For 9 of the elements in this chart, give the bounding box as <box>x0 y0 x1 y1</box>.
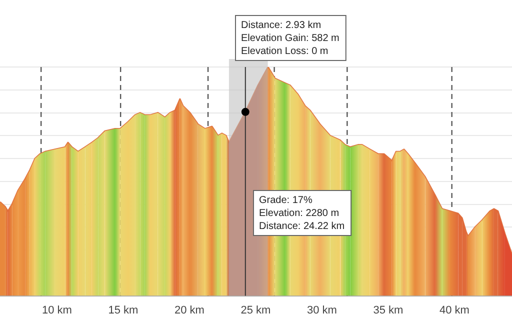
annotation: Grade: 17% Elevation: 2280 m Distance: 24.22 km <box>259 194 345 232</box>
x-tick-label: 30 km <box>307 304 337 316</box>
x-tick-label: 10 km <box>42 304 72 316</box>
x-tick-label: 25 km <box>240 304 271 316</box>
x-tick-label: 40 km <box>440 304 470 316</box>
x-tick-label: 35 km <box>373 304 404 316</box>
text: Distance: 2.93 km Elevation Gain: 582 m Elevation Loss: 0 m <box>241 20 340 57</box>
x-tick-label: 15 km <box>108 304 138 316</box>
x-tick-label: 20 km <box>174 304 204 316</box>
